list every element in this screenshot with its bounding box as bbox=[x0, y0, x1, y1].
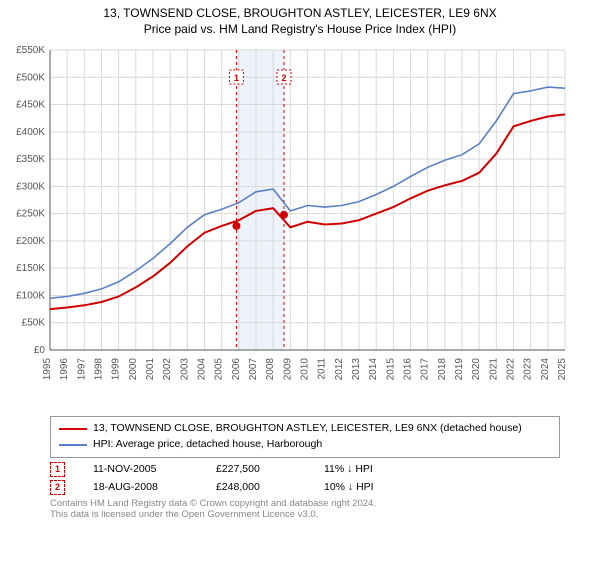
transaction-marker-icon: 1 bbox=[50, 462, 65, 477]
svg-text:2000: 2000 bbox=[128, 358, 139, 381]
svg-text:£550K: £550K bbox=[16, 45, 45, 56]
legend-swatch bbox=[59, 444, 87, 446]
svg-text:2017: 2017 bbox=[420, 358, 431, 381]
svg-text:2006: 2006 bbox=[231, 358, 242, 381]
legend-label: 13, TOWNSEND CLOSE, BROUGHTON ASTLEY, LE… bbox=[93, 421, 522, 437]
svg-text:2019: 2019 bbox=[454, 358, 465, 381]
svg-text:2009: 2009 bbox=[282, 358, 293, 381]
svg-text:£450K: £450K bbox=[16, 100, 45, 111]
svg-text:2012: 2012 bbox=[334, 358, 345, 381]
transaction-price: £248,000 bbox=[216, 481, 296, 493]
transaction-delta: 11% ↓ HPI bbox=[324, 463, 373, 475]
svg-text:2014: 2014 bbox=[368, 358, 379, 381]
svg-text:2002: 2002 bbox=[162, 358, 173, 381]
svg-text:2001: 2001 bbox=[145, 358, 156, 381]
svg-text:1998: 1998 bbox=[94, 358, 105, 381]
svg-text:£150K: £150K bbox=[16, 263, 45, 274]
svg-text:2003: 2003 bbox=[179, 358, 190, 381]
transaction-date: 11-NOV-2005 bbox=[93, 463, 188, 475]
svg-text:2020: 2020 bbox=[471, 358, 482, 381]
svg-text:£300K: £300K bbox=[16, 181, 45, 192]
svg-text:2016: 2016 bbox=[403, 358, 414, 381]
svg-text:1997: 1997 bbox=[76, 358, 87, 381]
transaction-row: 1 11-NOV-2005 £227,500 11% ↓ HPI bbox=[50, 462, 560, 477]
svg-text:£350K: £350K bbox=[16, 154, 45, 165]
svg-text:2013: 2013 bbox=[351, 358, 362, 381]
svg-text:2018: 2018 bbox=[437, 358, 448, 381]
svg-text:2024: 2024 bbox=[540, 358, 551, 381]
svg-text:2005: 2005 bbox=[214, 358, 225, 381]
legend-label: HPI: Average price, detached house, Harb… bbox=[93, 437, 322, 453]
footer-attribution: Contains HM Land Registry data © Crown c… bbox=[50, 498, 560, 522]
svg-text:1: 1 bbox=[234, 73, 239, 83]
legend-row: HPI: Average price, detached house, Harb… bbox=[59, 437, 551, 453]
svg-text:2022: 2022 bbox=[506, 358, 517, 381]
transaction-row: 2 18-AUG-2008 £248,000 10% ↓ HPI bbox=[50, 480, 560, 495]
svg-text:2025: 2025 bbox=[557, 358, 568, 381]
footer-line: Contains HM Land Registry data © Crown c… bbox=[50, 498, 560, 510]
transaction-price: £227,500 bbox=[216, 463, 296, 475]
svg-text:£250K: £250K bbox=[16, 209, 45, 220]
legend-swatch bbox=[59, 428, 87, 430]
transaction-marker-icon: 2 bbox=[50, 480, 65, 495]
transaction-delta: 10% ↓ HPI bbox=[324, 481, 374, 493]
transaction-table: 1 11-NOV-2005 £227,500 11% ↓ HPI 2 18-AU… bbox=[50, 462, 560, 495]
footer-line: This data is licensed under the Open Gov… bbox=[50, 509, 560, 521]
svg-text:1995: 1995 bbox=[42, 358, 53, 381]
svg-text:£400K: £400K bbox=[16, 127, 45, 138]
svg-text:2004: 2004 bbox=[197, 358, 208, 381]
svg-text:£100K: £100K bbox=[16, 290, 45, 301]
chart-subtitle: Price paid vs. HM Land Registry's House … bbox=[0, 22, 600, 36]
chart-title: 13, TOWNSEND CLOSE, BROUGHTON ASTLEY, LE… bbox=[0, 6, 600, 20]
svg-text:2008: 2008 bbox=[265, 358, 276, 381]
svg-text:£500K: £500K bbox=[16, 72, 45, 83]
chart-area: £0 £50K £100K £150K £200K £250K £300K £350K £400… bbox=[0, 40, 600, 410]
svg-text:2: 2 bbox=[281, 73, 286, 83]
svg-text:2015: 2015 bbox=[385, 358, 396, 381]
svg-text:£200K: £200K bbox=[16, 236, 45, 247]
svg-text:£50K: £50K bbox=[22, 318, 46, 329]
svg-text:2007: 2007 bbox=[248, 358, 259, 381]
legend: 13, TOWNSEND CLOSE, BROUGHTON ASTLEY, LE… bbox=[50, 416, 560, 458]
svg-text:2011: 2011 bbox=[317, 358, 328, 380]
transaction-date: 18-AUG-2008 bbox=[93, 481, 188, 493]
legend-row: 13, TOWNSEND CLOSE, BROUGHTON ASTLEY, LE… bbox=[59, 421, 551, 437]
svg-text:2021: 2021 bbox=[488, 358, 499, 381]
svg-text:£0: £0 bbox=[34, 345, 46, 356]
svg-text:1996: 1996 bbox=[59, 358, 70, 381]
svg-text:2023: 2023 bbox=[523, 358, 534, 381]
line-chart-svg: £0 £50K £100K £150K £200K £250K £300K £350K £400… bbox=[0, 40, 600, 410]
svg-text:1999: 1999 bbox=[111, 358, 122, 381]
svg-text:2010: 2010 bbox=[300, 358, 311, 381]
